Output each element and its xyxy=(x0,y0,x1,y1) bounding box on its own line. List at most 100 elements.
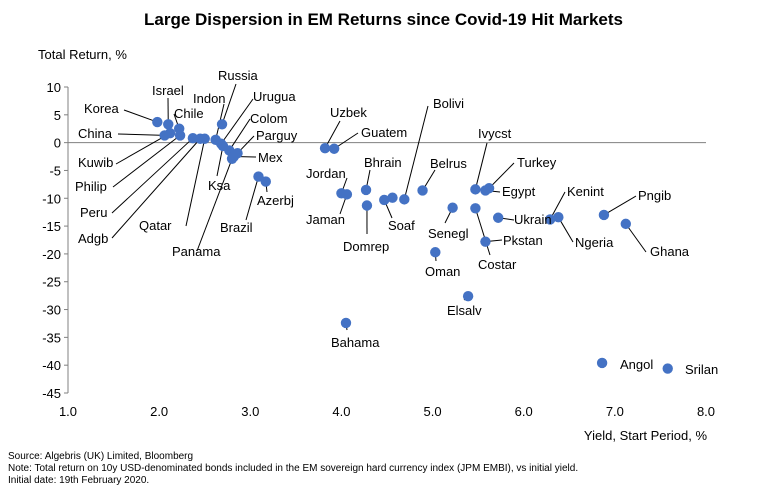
x-tick-label: 1.0 xyxy=(59,404,77,419)
data-point-pngib xyxy=(598,209,610,221)
label-ngeria: Ngeria xyxy=(575,235,614,250)
label-brazil: Brazil xyxy=(220,220,253,235)
leader-line-philip xyxy=(112,135,181,188)
data-point-kuwib xyxy=(164,127,176,139)
data-point-ngeria xyxy=(553,211,564,223)
data-point-guatem xyxy=(328,143,340,154)
x-tick-label: 3.0 xyxy=(241,404,259,419)
label-ivycst: Ivycst xyxy=(478,126,512,141)
label-israel: Israel xyxy=(152,83,184,98)
source-note: Source: Algebris (UK) Limited, Bloomberg xyxy=(8,451,194,462)
data-point-soaf xyxy=(379,194,390,206)
data-point-angol xyxy=(596,357,608,369)
y-tick-label: -5 xyxy=(49,163,61,178)
data-point-oman xyxy=(430,247,441,258)
axes-layer: 10 5 0 -5 -10 -15 -20 -25 -30 -35 -40 -45 1.0 2.0 3.0 4… xyxy=(42,80,715,419)
data-point-senegl xyxy=(447,202,458,213)
label-ghana: Ghana xyxy=(650,244,690,259)
leader-line-costar xyxy=(474,208,491,256)
y-tick-label: -45 xyxy=(42,386,61,401)
leader-line-brazil xyxy=(245,176,259,221)
x-tick-label: 5.0 xyxy=(424,404,442,419)
label-qatar: Qatar xyxy=(139,218,172,233)
y-tick-label: -30 xyxy=(42,303,61,318)
data-point-uzbek xyxy=(319,143,331,154)
label-russia: Russia xyxy=(218,68,259,83)
label-kenint: Kenint xyxy=(567,184,604,199)
initial-date-note: Initial date: 19th February 2020. xyxy=(8,475,150,486)
data-point-kenint xyxy=(544,214,556,225)
data-point-ghana xyxy=(620,218,631,230)
x-tick-label: 2.0 xyxy=(150,404,168,419)
label-ksa: Ksa xyxy=(208,178,231,193)
label-bolivi: Bolivi xyxy=(433,96,464,111)
label-azerbj: Azerbj xyxy=(257,193,294,208)
data-point-bahama xyxy=(340,317,352,329)
leader-line-ghana xyxy=(625,223,647,253)
y-tick-label: -40 xyxy=(42,358,61,373)
label-adgb: Adgb xyxy=(78,231,108,246)
data-point-pkstan xyxy=(480,236,491,247)
leader-line-russia xyxy=(221,83,237,125)
label-pkstan: Pkstan xyxy=(503,233,543,248)
y-tick-label: -15 xyxy=(42,219,61,234)
data-point-mex xyxy=(228,151,240,162)
label-indon: Indon xyxy=(193,91,226,106)
data-point-elsalv xyxy=(462,290,474,302)
data-point-philip xyxy=(174,130,186,141)
label-uzbek: Uzbek xyxy=(330,105,367,120)
data-point-bhrain xyxy=(360,184,372,196)
data-point-ukrain xyxy=(492,212,504,223)
label-angol: Angol xyxy=(620,357,653,372)
y-axis-label: Total Return, % xyxy=(38,47,127,62)
data-points xyxy=(152,116,673,374)
data-point-egypt xyxy=(480,185,491,196)
data-point-brazil xyxy=(253,171,264,182)
label-domrep: Domrep xyxy=(343,239,389,254)
y-tick-label: -10 xyxy=(42,191,61,206)
data-point-costar xyxy=(470,203,481,214)
label-jaman: Jaman xyxy=(306,212,345,227)
leader-line-bolivi xyxy=(403,105,429,200)
y-tick-label: -20 xyxy=(42,247,61,262)
leader-line-colom xyxy=(228,118,251,151)
x-tick-label: 4.0 xyxy=(332,404,350,419)
label-costar: Costar xyxy=(478,257,517,272)
label-elsalv: Elsalv xyxy=(447,303,482,318)
data-point-ivycst xyxy=(470,184,481,195)
leader-line-urugua xyxy=(220,98,254,145)
label-philip: Philip xyxy=(75,179,107,194)
x-tick-label: 6.0 xyxy=(515,404,533,419)
leader-line-peru xyxy=(111,137,194,214)
leader-line-ivycst xyxy=(474,142,488,190)
leader-line-qatar xyxy=(185,138,206,227)
label-srilan: Srilan xyxy=(685,362,718,377)
data-point-ksa xyxy=(217,140,229,152)
label-egypt: Egypt xyxy=(502,184,536,199)
data-point-soaf2 xyxy=(387,192,398,203)
point-labels: Korea Israel China Chile Kuwib Philip Peru Adgb… xyxy=(75,68,718,377)
leader-line-korea xyxy=(123,109,158,123)
x-tick-label: 8.0 xyxy=(697,404,715,419)
label-guatem: Guatem xyxy=(361,125,407,140)
y-tick-label: 10 xyxy=(47,80,61,95)
label-jordan: Jordan xyxy=(306,166,346,181)
label-panama: Panama xyxy=(172,244,221,259)
label-colom: Colom xyxy=(250,111,288,126)
data-point-israel xyxy=(163,119,174,130)
label-soaf: Soaf xyxy=(388,218,415,233)
y-tick-label: 5 xyxy=(54,108,61,123)
footnote: Note: Total return on 10y USD-denominate… xyxy=(8,463,579,474)
data-point-qatar xyxy=(199,133,210,144)
label-peru: Peru xyxy=(80,205,107,220)
data-point-srilan xyxy=(662,363,673,374)
label-chile: Chile xyxy=(174,106,204,121)
label-senegl: Senegl xyxy=(428,226,469,241)
x-tick-label: 7.0 xyxy=(606,404,624,419)
label-parguy: Parguy xyxy=(256,128,298,143)
leader-line-pngib xyxy=(603,195,637,216)
label-urugua: Urugua xyxy=(253,89,296,104)
data-point-belrus xyxy=(417,185,428,196)
y-tick-label: 0 xyxy=(54,136,61,151)
